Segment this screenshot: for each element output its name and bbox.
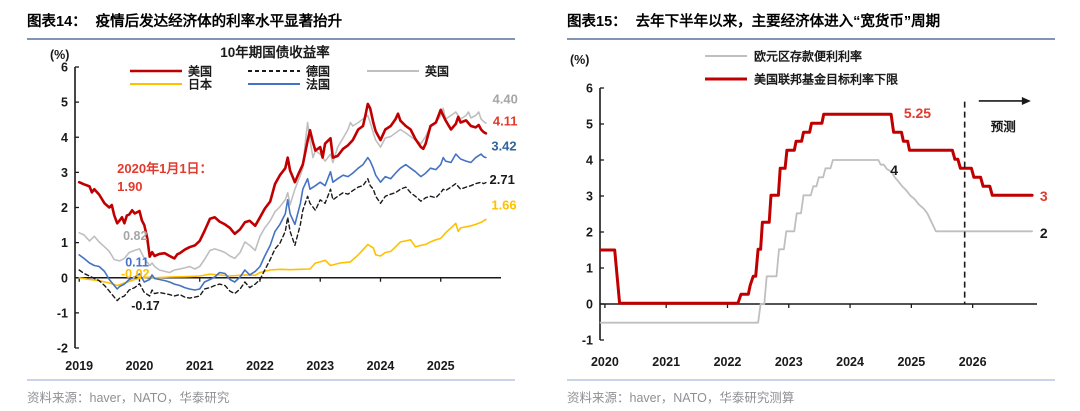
annotation-4: 4: [890, 162, 898, 178]
chart15-panel: 图表15： 去年下半年以来，主要经济体进入“宽货币”周期 -1 0 1 2 3 4 5 6 20…: [567, 8, 1055, 406]
x-tick-label: 2020: [591, 355, 619, 369]
policy-rate-chart-canvas: -1 0 1 2 3 4 5 6 2020 2021 2022 2023 2024 2025 2026 5.2…: [567, 41, 1055, 379]
y-tick-label: 4: [61, 131, 68, 145]
y-tick-label: 0: [586, 298, 593, 312]
series-line-欧元区存款便利利率: [599, 159, 1034, 324]
annotation-3.42: 3.42: [491, 139, 516, 154]
bond-yield-chart-canvas: -2 -1 0 1 2 3 4 5 6 2019 2020 2021 2022 2023 2024 2025 2…: [27, 41, 518, 379]
chart-title: 10年期国债收益率: [220, 44, 330, 60]
x-tick-label: 2021: [186, 359, 214, 373]
x-tick-label: 2024: [367, 359, 395, 373]
y-tick-label: -1: [57, 306, 68, 320]
x-tick-label: 2020: [126, 359, 154, 373]
annotation-4.11: 4.11: [493, 113, 518, 128]
x-tick-label: 2026: [959, 355, 987, 369]
annotation-0.82: 0.82: [123, 229, 147, 243]
annotation--0.17: -0.17: [131, 299, 160, 313]
chart15-number-label: 图表15：: [567, 14, 627, 30]
y-tick-label: 3: [61, 166, 68, 180]
annotation-5.25: 5.25: [904, 105, 931, 121]
legend-label-法国: 法国: [306, 77, 330, 92]
x-tick-label: 2022: [246, 359, 274, 373]
chart14-title: 疫情后发达经济体的利率水平显著抬升: [95, 14, 343, 30]
y-tick-label: 3: [586, 190, 593, 204]
y-tick-label: -1: [582, 334, 593, 348]
series-line-日本: [78, 218, 487, 287]
series-line-美国联邦基金目标利率下限: [599, 112, 1034, 305]
legend-label-欧元区存款便利利率: 欧元区存款便利利率: [754, 49, 862, 64]
unit-label: (%): [570, 53, 589, 67]
y-tick-label: 1: [586, 262, 593, 276]
y-tick-label: 6: [586, 82, 593, 96]
annotation-4.40: 4.40: [493, 91, 518, 106]
annotation-1.90: 1.90: [117, 179, 142, 194]
annotation-2.71: 2.71: [490, 172, 515, 187]
chart15-header: 图表15： 去年下半年以来，主要经济体进入“宽货币”周期: [567, 8, 1055, 40]
y-tick-label: 1: [61, 236, 68, 250]
chart14-header: 图表14： 疫情后发达经济体的利率水平显著抬升: [27, 8, 515, 40]
x-tick-label: 2021: [652, 355, 680, 369]
annotation-2020年1月1日：: 2020年1月1日：: [117, 161, 212, 176]
y-tick-label: 2: [586, 226, 593, 240]
chart15-title: 去年下半年以来，主要经济体进入“宽货币”周期: [635, 14, 941, 30]
x-tick-label: 2023: [775, 355, 803, 369]
x-tick-label: 2019: [65, 359, 93, 373]
legend-label-美国联邦基金目标利率下限: 美国联邦基金目标利率下限: [754, 72, 898, 87]
series-line-美国: [77, 102, 488, 260]
annotation-1.66: 1.66: [491, 198, 516, 213]
annotation-3: 3: [1040, 188, 1048, 204]
x-tick-label: 2025: [427, 359, 455, 373]
policy-rate-chart-svg: -1 0 1 2 3 4 5 6 2020 2021 2022 2023 2024 2025 2026 5.2…: [570, 49, 1048, 370]
chart15-source: 资料来源：haver，NATO，华泰研究测算: [567, 379, 1055, 406]
annotation-0.11: 0.11: [125, 256, 149, 270]
y-tick-label: 2: [61, 201, 68, 215]
legend-label-英国: 英国: [425, 64, 449, 79]
y-tick-label: -2: [57, 342, 68, 356]
y-tick-label: 0: [61, 271, 68, 285]
x-tick-label: 2023: [306, 359, 334, 373]
legend-label-美国: 美国: [188, 64, 212, 79]
chart14-number-label: 图表14：: [27, 14, 87, 30]
y-tick-label: 6: [61, 61, 68, 75]
bond-yield-chart-svg: -2 -1 0 1 2 3 4 5 6 2019 2020 2021 2022 2023 2024 2025 2…: [50, 44, 518, 373]
x-tick-label: 2025: [897, 355, 925, 369]
legend-label-德国: 德国: [306, 64, 330, 79]
y-tick-label: 5: [586, 118, 593, 132]
chart14-source: 资料来源：haver，NATO，华泰研究: [27, 379, 515, 406]
chart14-panel: 图表14： 疫情后发达经济体的利率水平显著抬升 -2 -1 0 1 2 3 4 5 6 2019 2…: [27, 8, 518, 406]
x-tick-label: 2022: [714, 355, 742, 369]
y-tick-label: 4: [586, 154, 593, 168]
legend-label-日本: 日本: [188, 77, 212, 92]
annotation-2: 2: [1040, 225, 1048, 241]
series-line-法国: [78, 153, 487, 291]
annotation-预测: 预测: [991, 119, 1016, 134]
unit-label: (%): [50, 48, 69, 62]
y-tick-label: 5: [61, 96, 68, 110]
series-line-德国: [78, 177, 487, 302]
x-tick-label: 2024: [836, 355, 864, 369]
forecast-arrow-head: [1021, 96, 1031, 105]
annotation--0.02: -0.02: [121, 267, 150, 281]
